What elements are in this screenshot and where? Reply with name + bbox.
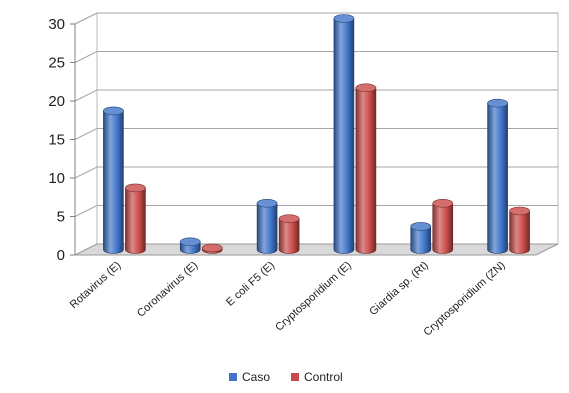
gridline [74,51,558,63]
x-tick-label: Giardia sp. (Rt) [367,259,430,318]
y-tick-label: 10 [48,170,65,187]
floor [74,243,559,256]
bar-control-6 [509,206,530,254]
bar-control-5 [432,199,454,254]
legend: Caso Control [229,370,343,384]
x-tick-label: Coronavirus (E) [135,259,200,319]
y-tick-label: 20 [48,93,65,110]
bars [103,14,530,254]
legend-label: Caso [242,370,270,384]
x-tick-label: Cryptosporidium (E) [273,259,354,333]
bar-control-4 [355,83,377,254]
bar-control-2 [201,243,223,254]
gridline [74,166,558,179]
legend-item-caso: Caso [229,370,270,384]
y-tick-label: 0 [57,247,65,264]
bar-control-3 [278,214,300,254]
gridline [74,89,558,102]
chart-walls [74,12,559,256]
legend-swatch [291,373,299,381]
gridline [74,128,558,140]
x-tick-label: Cryptosporidium (ZN) [421,259,507,338]
bar-caso-2 [179,237,201,254]
bar-control-1 [125,183,146,254]
x-tick-label: E coli F5 (E) [224,259,277,308]
bar-caso-1 [103,106,124,254]
y-tick-label: 25 [48,55,65,72]
x-tick-label: Rotavirus (E) [68,259,124,311]
y-axis-ticks: 0 5 10 15 20 25 30 [48,16,76,264]
bar-caso-4 [333,14,355,254]
x-axis-labels: Rotavirus (E) Coronavirus (E) E coli F5 (E… [68,259,508,338]
gridline [74,205,558,217]
y-tick-label: 5 [57,209,65,226]
gridline [74,12,558,25]
legend-label: Control [304,370,343,384]
bar-caso-5 [410,222,432,254]
legend-swatch [229,373,237,381]
y-tick-label: 15 [48,132,65,149]
legend-item-control: Control [291,370,343,384]
gridlines [74,12,558,217]
y-tick-label: 30 [48,16,65,33]
bar-caso-3 [256,199,278,254]
bar-caso-6 [487,98,508,254]
